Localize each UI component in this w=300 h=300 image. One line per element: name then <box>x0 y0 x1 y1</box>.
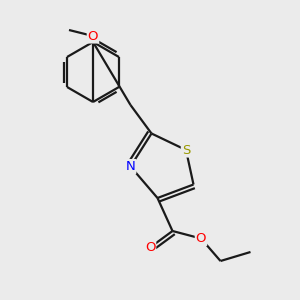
Text: O: O <box>145 241 155 254</box>
Text: N: N <box>126 160 135 173</box>
Text: O: O <box>88 29 98 43</box>
Text: S: S <box>182 143 190 157</box>
Text: O: O <box>196 232 206 245</box>
